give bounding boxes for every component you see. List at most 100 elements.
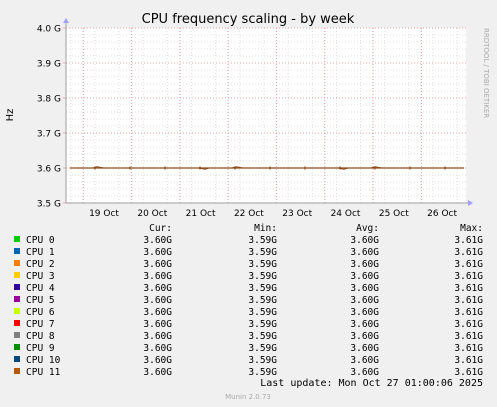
legend-value-cur: 3.60G (143, 367, 172, 378)
legend-value-cur: 3.60G (143, 259, 172, 270)
x-tick-label: 19 Oct (89, 209, 119, 219)
legend-value-max: 3.61G (454, 271, 483, 282)
legend-value-min: 3.59G (248, 271, 277, 282)
legend-value-min: 3.59G (248, 331, 277, 342)
x-tick-label: 25 Oct (379, 209, 409, 219)
last-update-text: Last update: Mon Oct 27 01:00:06 2025 (260, 378, 483, 389)
legend-value-cur: 3.60G (143, 271, 172, 282)
legend-swatch (14, 248, 20, 254)
x-tick-label: 23 Oct (282, 209, 312, 219)
legend-header-avg: Avg: (356, 223, 379, 234)
legend-value-max: 3.61G (454, 343, 483, 354)
legend-series-name: CPU 7 (26, 319, 55, 330)
x-tick-label: 26 Oct (427, 209, 457, 219)
plot-background (66, 28, 466, 203)
legend-value-avg: 3.60G (350, 319, 379, 330)
legend-series-name: CPU 10 (26, 355, 61, 366)
munin-version: Munin 2.0.73 (225, 393, 271, 401)
legend-value-min: 3.59G (248, 307, 277, 318)
legend-value-avg: 3.60G (350, 295, 379, 306)
legend-swatch (14, 284, 20, 290)
legend-swatch (14, 260, 20, 266)
legend-value-cur: 3.60G (143, 331, 172, 342)
legend-swatch (14, 236, 20, 242)
legend-swatch (14, 368, 20, 374)
legend-value-cur: 3.60G (143, 235, 172, 246)
legend-value-min: 3.59G (248, 343, 277, 354)
legend-series-name: CPU 5 (26, 295, 55, 306)
legend-value-min: 3.59G (248, 247, 277, 258)
legend-value-max: 3.61G (454, 295, 483, 306)
legend-swatch (14, 332, 20, 338)
legend-value-max: 3.61G (454, 247, 483, 258)
y-tick-label: 3.9 G (37, 60, 61, 70)
y-tick-label: 3.8 G (37, 95, 61, 105)
legend-value-cur: 3.60G (143, 355, 172, 366)
legend-value-min: 3.59G (248, 295, 277, 306)
legend-value-avg: 3.60G (350, 271, 379, 282)
legend-value-avg: 3.60G (350, 343, 379, 354)
legend-value-min: 3.59G (248, 355, 277, 366)
legend-value-max: 3.61G (454, 259, 483, 270)
y-tick-label: 4.0 G (37, 25, 61, 35)
legend-series-name: CPU 0 (26, 235, 55, 246)
y-tick-label: 3.6 G (37, 165, 61, 175)
legend-value-min: 3.59G (248, 259, 277, 270)
legend-series-name: CPU 1 (26, 247, 55, 258)
legend-value-avg: 3.60G (350, 367, 379, 378)
legend-value-max: 3.61G (454, 355, 483, 366)
legend-value-min: 3.59G (248, 367, 277, 378)
x-tick-label: 24 Oct (331, 209, 361, 219)
legend: Cur: Min: Avg: Max: CPU 0 3.60G 3.59G 3.60G 3.61… (14, 223, 483, 378)
legend-series-name: CPU 6 (26, 307, 55, 318)
x-axis-arrow (468, 200, 473, 206)
x-tick-label: 20 Oct (137, 209, 167, 219)
legend-value-max: 3.61G (454, 235, 483, 246)
legend-value-min: 3.59G (248, 283, 277, 294)
legend-value-avg: 3.60G (350, 355, 379, 366)
rrdtool-watermark: RRDTOOL / TOBI OETIKER (482, 28, 490, 118)
legend-value-cur: 3.60G (143, 295, 172, 306)
legend-value-min: 3.59G (248, 319, 277, 330)
legend-swatch (14, 356, 20, 362)
x-tick-label: 22 Oct (234, 209, 264, 219)
legend-value-max: 3.61G (454, 367, 483, 378)
legend-value-avg: 3.60G (350, 331, 379, 342)
legend-value-cur: 3.60G (143, 319, 172, 330)
legend-value-avg: 3.60G (350, 307, 379, 318)
y-axis-label: Hz (5, 109, 16, 122)
legend-series-name: CPU 11 (26, 367, 61, 378)
legend-value-max: 3.61G (454, 283, 483, 294)
legend-value-avg: 3.60G (350, 247, 379, 258)
legend-swatch (14, 272, 20, 278)
legend-value-cur: 3.60G (143, 343, 172, 354)
legend-header-min: Min: (254, 223, 277, 234)
legend-value-cur: 3.60G (143, 307, 172, 318)
y-tick-label: 3.5 G (37, 200, 61, 210)
legend-series-name: CPU 8 (26, 331, 55, 342)
legend-value-cur: 3.60G (143, 283, 172, 294)
legend-series-name: CPU 3 (26, 271, 55, 282)
legend-value-avg: 3.60G (350, 283, 379, 294)
legend-series-name: CPU 2 (26, 259, 55, 270)
y-tick-label: 3.7 G (37, 130, 61, 140)
legend-value-max: 3.61G (454, 307, 483, 318)
chart-title: CPU frequency scaling - by week (142, 12, 355, 27)
legend-series-name: CPU 4 (26, 283, 55, 294)
legend-swatch (14, 296, 20, 302)
legend-swatch (14, 320, 20, 326)
legend-swatch (14, 308, 20, 314)
legend-value-cur: 3.60G (143, 247, 172, 258)
legend-header-max: Max: (460, 223, 483, 234)
legend-swatch (14, 344, 20, 350)
legend-value-avg: 3.60G (350, 235, 379, 246)
legend-header-cur: Cur: (149, 223, 172, 234)
legend-value-avg: 3.60G (350, 259, 379, 270)
legend-series-name: CPU 9 (26, 343, 55, 354)
x-tick-label: 21 Oct (186, 209, 216, 219)
plot-area: 4.0 G 3.9 G 3.8 G 3.7 G 3.6 G 3.5 G 19 Oct 20 O… (37, 18, 473, 219)
legend-value-max: 3.61G (454, 319, 483, 330)
series-line-aggregate (70, 166, 464, 170)
y-axis-arrow (63, 18, 69, 23)
